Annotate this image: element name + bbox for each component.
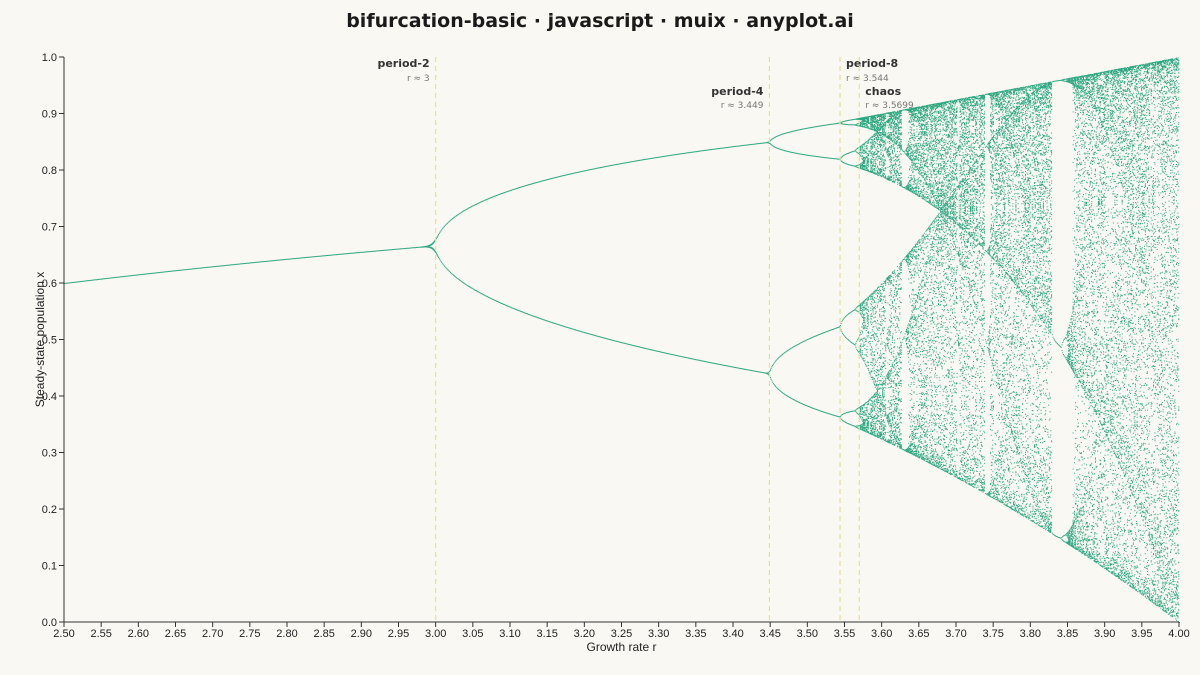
x-tick-label: 3.70 (945, 628, 966, 640)
x-tick-label: 2.85 (313, 628, 334, 640)
y-tick-label: 0.5 (42, 335, 57, 347)
x-tick-label: 3.20 (574, 628, 595, 640)
annotation-sub-period-8: r ≈ 3.544 (846, 74, 889, 84)
annotation-label-period-4: period-4 (711, 85, 764, 98)
x-tick-label: 2.60 (128, 628, 149, 640)
x-tick-label: 3.05 (462, 628, 483, 640)
y-axis-label: Steady-state population x (33, 272, 47, 407)
y-tick-label: 0.4 (42, 391, 57, 403)
x-tick-label: 2.55 (90, 628, 111, 640)
x-tick-label: 3.25 (611, 628, 632, 640)
x-tick-label: 3.65 (908, 628, 929, 640)
annotation-sub-chaos: r ≈ 3.5699 (865, 101, 914, 111)
annotation-label-period-2: period-2 (377, 57, 429, 70)
x-tick-label: 3.45 (759, 628, 780, 640)
x-tick-label: 3.50 (797, 628, 818, 640)
y-tick-label: 1.0 (42, 52, 57, 64)
y-tick-label: 0.7 (42, 222, 57, 234)
x-tick-label: 2.50 (53, 628, 74, 640)
annotations: period-2 r ≈ 3 period-4 r ≈ 3.449 period-8 r … (377, 57, 914, 622)
x-tick-label: 3.30 (648, 628, 669, 640)
y-tick-label: 0.6 (42, 278, 57, 290)
x-tick-label: 2.70 (202, 628, 223, 640)
scatter-points (64, 57, 1180, 624)
x-tick-label: 3.80 (1020, 628, 1041, 640)
x-tick-label: 3.75 (982, 628, 1003, 640)
x-tick-label: 3.55 (834, 628, 855, 640)
x-tick-label: 2.75 (239, 628, 260, 640)
x-axis-label: Growth rate r (586, 640, 656, 654)
x-tick-label: 2.80 (276, 628, 297, 640)
x-tick-label: 3.40 (722, 628, 743, 640)
annotation-sub-period-4: r ≈ 3.449 (721, 101, 764, 111)
x-tick-label: 3.35 (685, 628, 706, 640)
x-tick-label: 3.15 (536, 628, 557, 640)
x-tick-label: 3.95 (1131, 628, 1152, 640)
x-tick-label: 2.65 (165, 628, 186, 640)
annotation-label-period-8: period-8 (846, 57, 898, 70)
x-tick-label: 4.00 (1168, 628, 1189, 640)
x-tick-label: 3.85 (1057, 628, 1078, 640)
x-tick-label: 2.95 (388, 628, 409, 640)
y-tick-label: 0.2 (42, 504, 57, 516)
chart-title: bifurcation-basic · javascript · muix · … (346, 10, 854, 32)
annotation-label-chaos: chaos (865, 85, 901, 98)
x-tick-label: 3.10 (499, 628, 520, 640)
y-tick-label: 0.0 (42, 617, 57, 629)
y-tick-label: 0.9 (42, 109, 57, 121)
axes: 2.50 2.55 2.60 2.65 2.70 2.75 2.80 2.85 2.90 2.95… (33, 52, 1190, 654)
y-tick-label: 0.8 (42, 165, 57, 177)
x-tick-label: 3.00 (425, 628, 446, 640)
x-tick-label: 3.60 (871, 628, 892, 640)
x-tick-label: 2.90 (351, 628, 372, 640)
scatter-points-path (64, 57, 1180, 624)
y-tick-label: 0.1 (42, 561, 57, 573)
y-tick-label: 0.3 (42, 448, 57, 460)
annotation-sub-period-2: r ≈ 3 (407, 74, 430, 84)
x-tick-label: 3.90 (1094, 628, 1115, 640)
